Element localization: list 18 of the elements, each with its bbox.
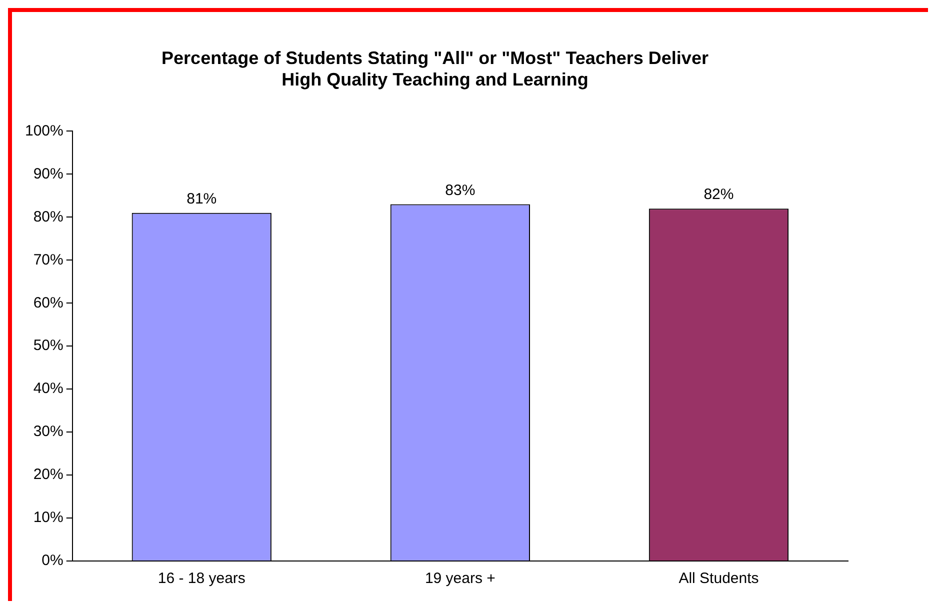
data-label: 82% — [704, 186, 734, 204]
y-tick-label: 50% — [33, 337, 64, 354]
y-tick-label: 40% — [33, 380, 64, 398]
y-tick-label: 100% — [24, 122, 64, 140]
y-tick-label: 60% — [33, 294, 64, 312]
y-tick-label: 0% — [42, 552, 64, 570]
y-tick-label: 30% — [33, 423, 64, 440]
data-label: 83% — [445, 182, 476, 199]
y-tick-label: 90% — [33, 165, 64, 182]
y-tick-label: 80% — [33, 208, 64, 226]
data-label: 81% — [186, 190, 217, 208]
y-tick-label: 70% — [33, 251, 64, 268]
x-tick-label: All Students — [678, 570, 759, 588]
y-tick-label: 10% — [33, 509, 64, 526]
x-tick-label: 16 - 18 years — [158, 570, 246, 588]
y-tick-label: 20% — [33, 466, 64, 484]
x-tick-label: 19 years + — [424, 570, 496, 588]
chart-title: Percentage of Students Stating "All" or "Most" Teachers Deliver High Quality Teaching and Learning — [162, 48, 708, 90]
